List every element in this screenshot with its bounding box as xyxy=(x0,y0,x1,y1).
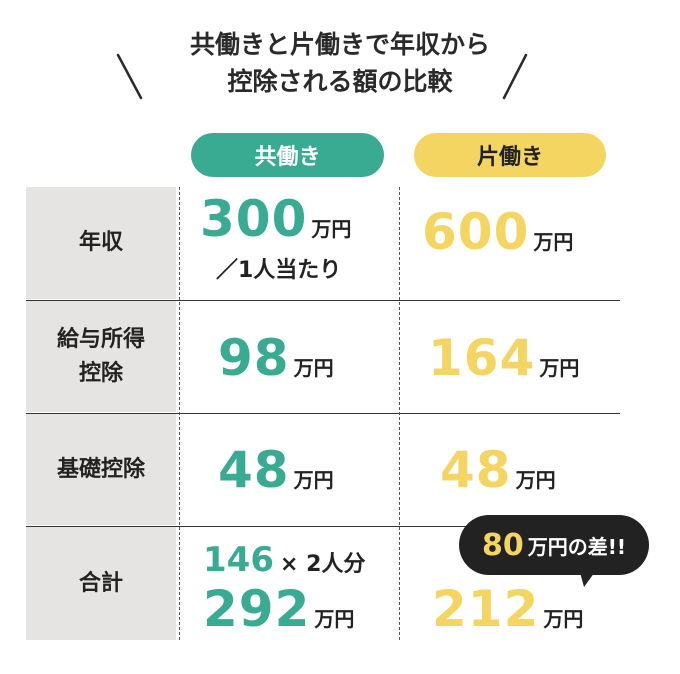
column-header-single-income: 片働き xyxy=(414,133,606,177)
single-total-unit: 万円 xyxy=(543,607,584,631)
dual-income-unit: 万円 xyxy=(311,217,352,241)
page-title: 共働きと片働きで年収から 控除される額の比較 xyxy=(0,26,680,100)
column-divider xyxy=(179,187,180,640)
row-header-income: 年収 xyxy=(26,187,176,299)
row-label-employment-line2: 控除 xyxy=(78,360,123,386)
dual-total-formula: 146 × 2人分 xyxy=(203,540,365,580)
single-total-number: 212 xyxy=(432,580,540,638)
row-header-total: 合計 xyxy=(26,527,176,640)
row-header-basic-deduction: 基礎控除 xyxy=(26,414,176,525)
row-header-employment-deduction: 給与所得 控除 xyxy=(26,301,176,412)
row-label-income: 年収 xyxy=(78,230,123,255)
row-label-basic: 基礎控除 xyxy=(56,456,145,482)
single-basic-deduction: 48 万円 xyxy=(440,445,556,495)
row-divider xyxy=(26,413,620,414)
column-header-single-label: 片働き xyxy=(476,145,543,170)
dual-income-value: 300 万円 xyxy=(200,194,351,244)
row-divider xyxy=(26,300,620,301)
dual-total: 292 万円 xyxy=(203,584,354,634)
column-header-dual-label: 共働き xyxy=(254,145,321,170)
row-divider xyxy=(26,526,620,527)
difference-number: 80 xyxy=(482,527,524,563)
dual-income-number: 300 xyxy=(200,190,308,248)
decorative-slash-right-icon xyxy=(502,53,528,100)
column-divider xyxy=(399,187,400,640)
difference-text: 万円の差!! xyxy=(527,534,626,559)
dual-total-number: 292 xyxy=(203,580,311,638)
dual-income-note: ／1人当たり xyxy=(216,258,342,283)
single-total: 212 万円 xyxy=(432,584,583,634)
single-income-number: 600 xyxy=(422,203,530,261)
single-employment-number: 164 xyxy=(428,329,536,387)
single-employment-deduction: 164 万円 xyxy=(428,333,579,383)
dual-total-unit: 万円 xyxy=(314,607,355,631)
decorative-slash-left-icon xyxy=(116,53,143,100)
title-line-1: 共働きと片働きで年収から xyxy=(189,30,490,59)
single-income-value: 600 万円 xyxy=(422,207,573,257)
dual-basic-deduction: 48 万円 xyxy=(218,445,334,495)
single-income-unit: 万円 xyxy=(533,230,574,254)
title-line-2: 控除される額の比較 xyxy=(227,67,453,96)
row-label-employment-line1: 給与所得 xyxy=(56,326,145,352)
difference-bubble: 80 万円の差!! xyxy=(459,515,649,575)
dual-basic-number: 48 xyxy=(218,441,290,499)
dual-employment-unit: 万円 xyxy=(293,356,334,380)
dual-basic-unit: 万円 xyxy=(293,468,334,492)
dual-employment-number: 98 xyxy=(218,329,290,387)
dual-total-formula-number: 146 xyxy=(203,540,274,580)
single-basic-unit: 万円 xyxy=(515,468,556,492)
single-employment-unit: 万円 xyxy=(539,356,580,380)
dual-employment-deduction: 98 万円 xyxy=(218,333,334,383)
row-label-total: 合計 xyxy=(78,570,123,596)
single-basic-number: 48 xyxy=(440,441,512,499)
dual-total-formula-text: × 2人分 xyxy=(279,552,366,577)
column-header-dual-income: 共働き xyxy=(191,133,384,177)
